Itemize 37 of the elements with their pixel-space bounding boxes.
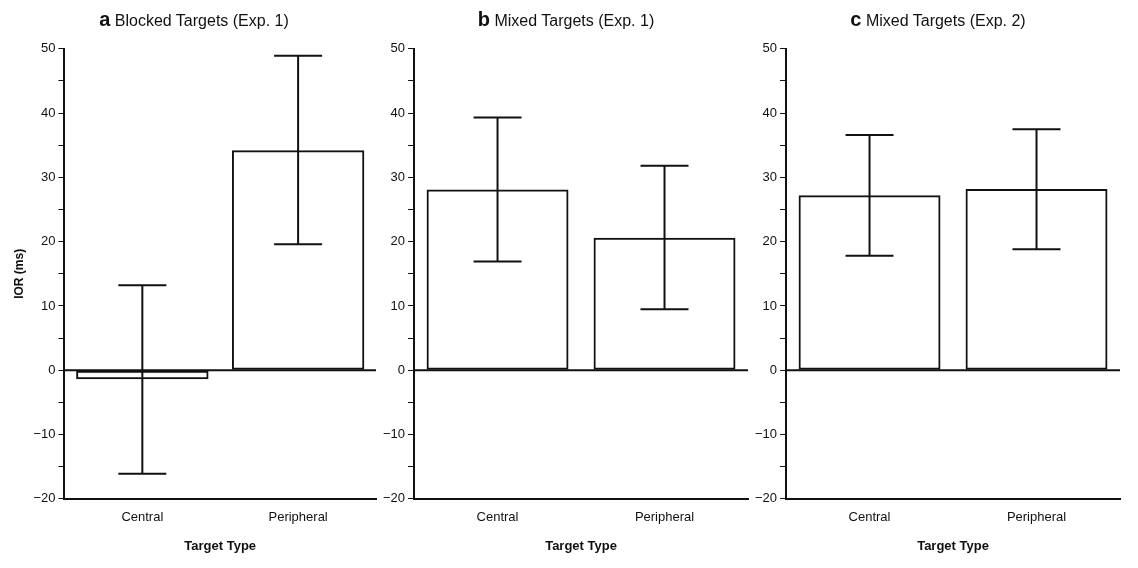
- x-tick-label: Central: [848, 509, 891, 525]
- x-axis-title: Target Type: [545, 537, 617, 553]
- y-tick-label: 20: [390, 233, 406, 249]
- y-tick-label: 10: [40, 297, 56, 313]
- y-tick-label: 40: [40, 104, 56, 120]
- x-tick-label: Peripheral: [268, 509, 328, 525]
- y-tick-label: 30: [762, 168, 778, 184]
- x-axis-title: Target Type: [917, 537, 989, 553]
- x-axis-title: Target Type: [184, 537, 257, 553]
- y-tick-label: 50: [762, 40, 778, 56]
- x-tick-label: Peripheral: [634, 509, 695, 525]
- y-tick-label: 0: [48, 361, 56, 377]
- x-tick-label: Central: [121, 509, 164, 525]
- y-tick-label: 40: [390, 104, 406, 120]
- y-tick-label: −20: [33, 490, 56, 506]
- y-tick-label: 20: [40, 233, 56, 249]
- y-tick-label: 0: [769, 361, 778, 377]
- y-tick-label: 30: [390, 168, 406, 184]
- x-tick-label: Peripheral: [1006, 509, 1067, 525]
- y-tick-label: 20: [762, 233, 778, 249]
- y-tick-label: 40: [762, 104, 778, 120]
- y-tick-label: −20: [754, 490, 778, 506]
- y-axis-title: IOR (ms): [11, 248, 26, 299]
- y-tick-label: −20: [382, 490, 406, 506]
- y-tick-label: −10: [33, 426, 56, 442]
- chart-title: c Mixed Targets (Exp. 2): [849, 8, 1027, 32]
- y-tick-label: 30: [40, 168, 56, 184]
- chart-title: b Mixed Targets (Exp. 1): [476, 8, 656, 32]
- y-tick-label: 50: [390, 40, 406, 56]
- y-tick-label: 0: [397, 361, 406, 377]
- chart-title: a Blocked Targets (Exp. 1): [98, 8, 290, 32]
- y-tick-label: −10: [382, 426, 406, 442]
- y-tick-label: 10: [390, 297, 406, 313]
- y-tick-label: 10: [762, 297, 778, 313]
- y-tick-label: 50: [40, 40, 56, 56]
- y-tick-label: −10: [754, 426, 778, 442]
- x-tick-label: Central: [476, 509, 519, 525]
